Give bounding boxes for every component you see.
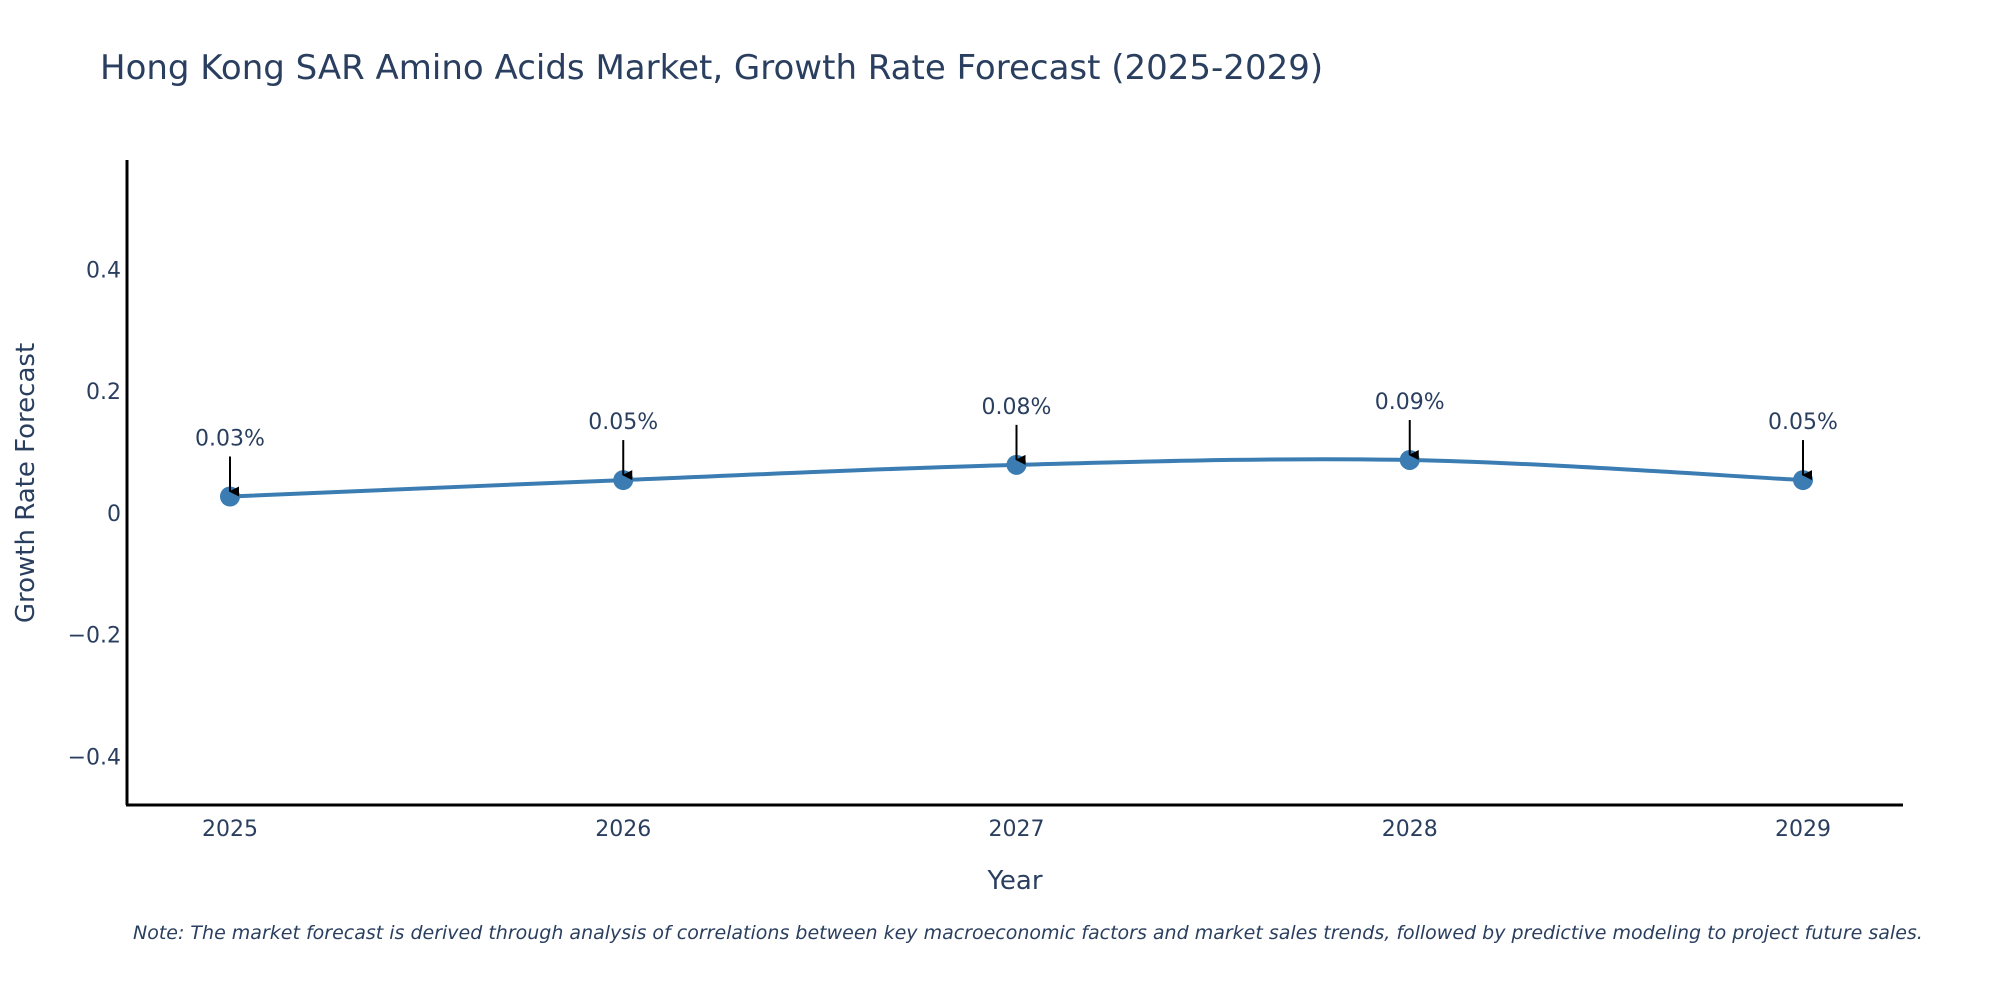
plot-area: 0.03% 0.05% 0.08% 0.09% 0.05% bbox=[195, 390, 1838, 507]
y-tick-labels: −0.4 −0.2 0 0.2 0.4 bbox=[68, 259, 121, 771]
data-label: 0.03% bbox=[195, 426, 265, 451]
x-tick-label: 2025 bbox=[202, 817, 258, 842]
y-axis-title: Growth Rate Forecast bbox=[11, 343, 41, 623]
x-axis-title: Year bbox=[986, 866, 1042, 896]
data-label: 0.08% bbox=[982, 395, 1052, 420]
data-label: 0.05% bbox=[588, 410, 658, 435]
y-tick-label: 0 bbox=[107, 502, 121, 527]
chart-title: Hong Kong SAR Amino Acids Market, Growth… bbox=[100, 48, 1323, 88]
x-tick-label: 2027 bbox=[989, 817, 1045, 842]
x-tick-labels: 2025 2026 2027 2028 2029 bbox=[202, 817, 1831, 842]
y-tick-label: 0.4 bbox=[86, 259, 121, 284]
y-tick-label: −0.4 bbox=[68, 745, 121, 770]
data-label: 0.09% bbox=[1375, 390, 1445, 415]
y-tick-label: 0.2 bbox=[86, 380, 121, 405]
x-tick-label: 2026 bbox=[595, 817, 651, 842]
x-tick-label: 2028 bbox=[1382, 817, 1438, 842]
x-tick-label: 2029 bbox=[1775, 817, 1831, 842]
footnote: Note: The market forecast is derived thr… bbox=[133, 922, 1923, 944]
data-label: 0.05% bbox=[1768, 410, 1838, 435]
y-tick-label: −0.2 bbox=[68, 624, 121, 649]
